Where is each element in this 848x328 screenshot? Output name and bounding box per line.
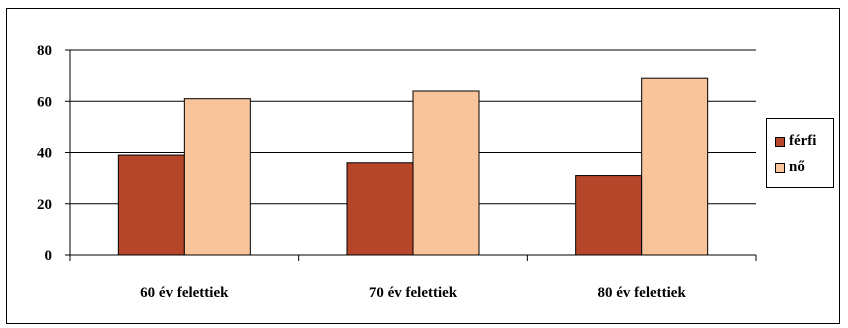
y-tick-label: 0 <box>45 248 53 264</box>
y-tick-label: 80 <box>37 43 52 59</box>
bar-ferfi-1 <box>346 162 414 256</box>
bar-no-0 <box>183 98 251 256</box>
bar-no-2 <box>641 77 709 256</box>
axes <box>65 49 757 261</box>
bars <box>117 77 709 256</box>
legend: férfi nő <box>766 118 834 188</box>
x-category-label: 80 év felettiek <box>598 285 687 301</box>
y-tick-label: 40 <box>37 146 52 162</box>
legend-item-ferfi: férfi <box>775 133 816 150</box>
bar-ferfi-0 <box>117 154 185 256</box>
y-tick-label: 20 <box>37 197 52 213</box>
legend-label-ferfi: férfi <box>789 133 817 149</box>
legend-label-no: nő <box>789 159 805 175</box>
legend-swatch-no <box>775 162 785 173</box>
x-category-label: 70 év felettiek <box>369 285 458 301</box>
labels: 0 20 40 60 80 60 év felettiek 70 év felettiek 8… <box>37 43 686 301</box>
legend-item-no: nő <box>775 159 805 176</box>
y-tick-label: 60 <box>37 94 52 110</box>
legend-swatch-ferfi <box>775 136 785 147</box>
bar-ferfi-2 <box>575 175 643 256</box>
x-category-label: 60 év felettiek <box>140 285 229 301</box>
bar-no-1 <box>412 90 480 256</box>
